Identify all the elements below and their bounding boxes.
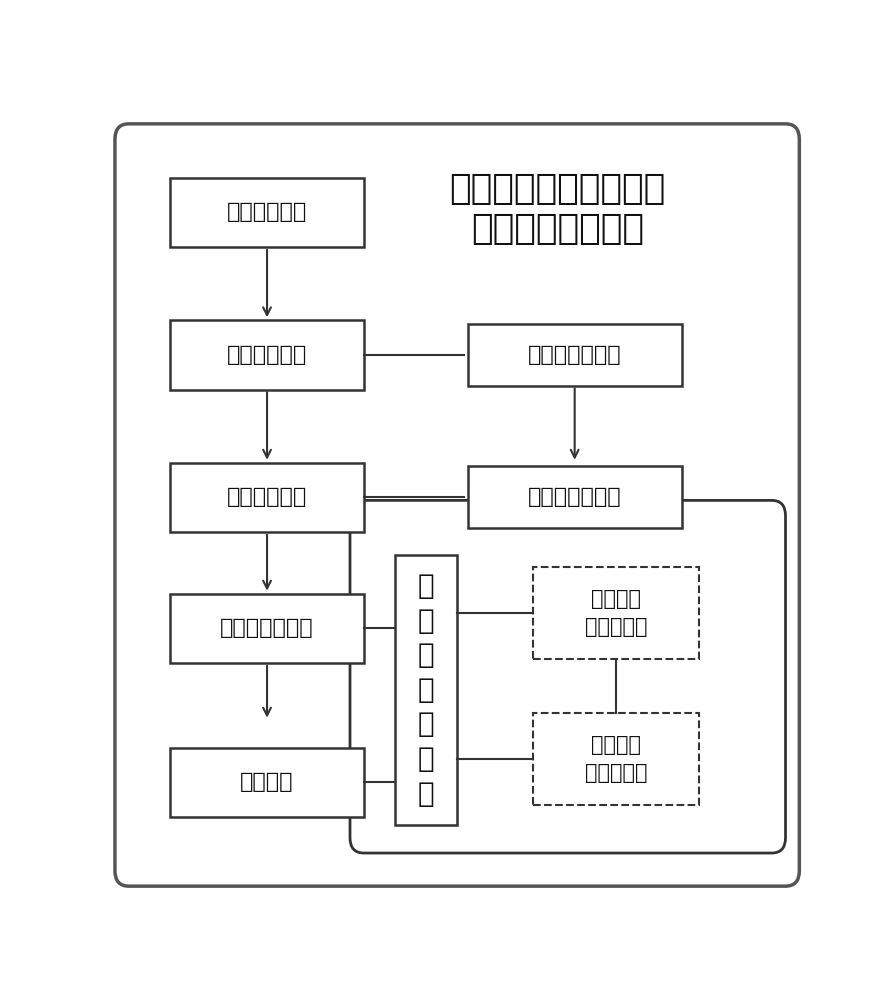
Text: 端点坐标
确定子模块: 端点坐标 确定子模块 xyxy=(585,589,648,637)
FancyBboxPatch shape xyxy=(170,178,364,247)
Text: 荧光强度检测装置: 荧光强度检测装置 xyxy=(471,212,644,246)
FancyBboxPatch shape xyxy=(533,567,699,659)
FancyBboxPatch shape xyxy=(170,748,364,817)
FancyBboxPatch shape xyxy=(467,324,681,386)
Text: 多孔荧光微阵列图像的: 多孔荧光微阵列图像的 xyxy=(450,172,665,206)
FancyBboxPatch shape xyxy=(395,555,458,825)
Text: 遍历累加
计算子模块: 遍历累加 计算子模块 xyxy=(585,735,648,783)
Text: 边界获取模块: 边界获取模块 xyxy=(227,487,307,507)
Text: 滤波处理模块: 滤波处理模块 xyxy=(227,345,307,365)
Text: 二值化处理模块: 二值化处理模块 xyxy=(528,345,622,365)
FancyBboxPatch shape xyxy=(533,713,699,805)
FancyBboxPatch shape xyxy=(170,463,364,532)
Text: 像
素
点
遍
历
模
块: 像 素 点 遍 历 模 块 xyxy=(417,572,434,808)
Text: 边界框确定模块: 边界框确定模块 xyxy=(220,618,314,638)
FancyBboxPatch shape xyxy=(350,500,786,853)
FancyBboxPatch shape xyxy=(170,594,364,663)
FancyBboxPatch shape xyxy=(467,466,681,528)
Text: 计算模块: 计算模块 xyxy=(240,772,293,792)
Text: 图像获取模块: 图像获取模块 xyxy=(227,202,307,222)
FancyBboxPatch shape xyxy=(115,124,799,886)
Text: 形态学处理模块: 形态学处理模块 xyxy=(528,487,622,507)
FancyBboxPatch shape xyxy=(170,320,364,390)
